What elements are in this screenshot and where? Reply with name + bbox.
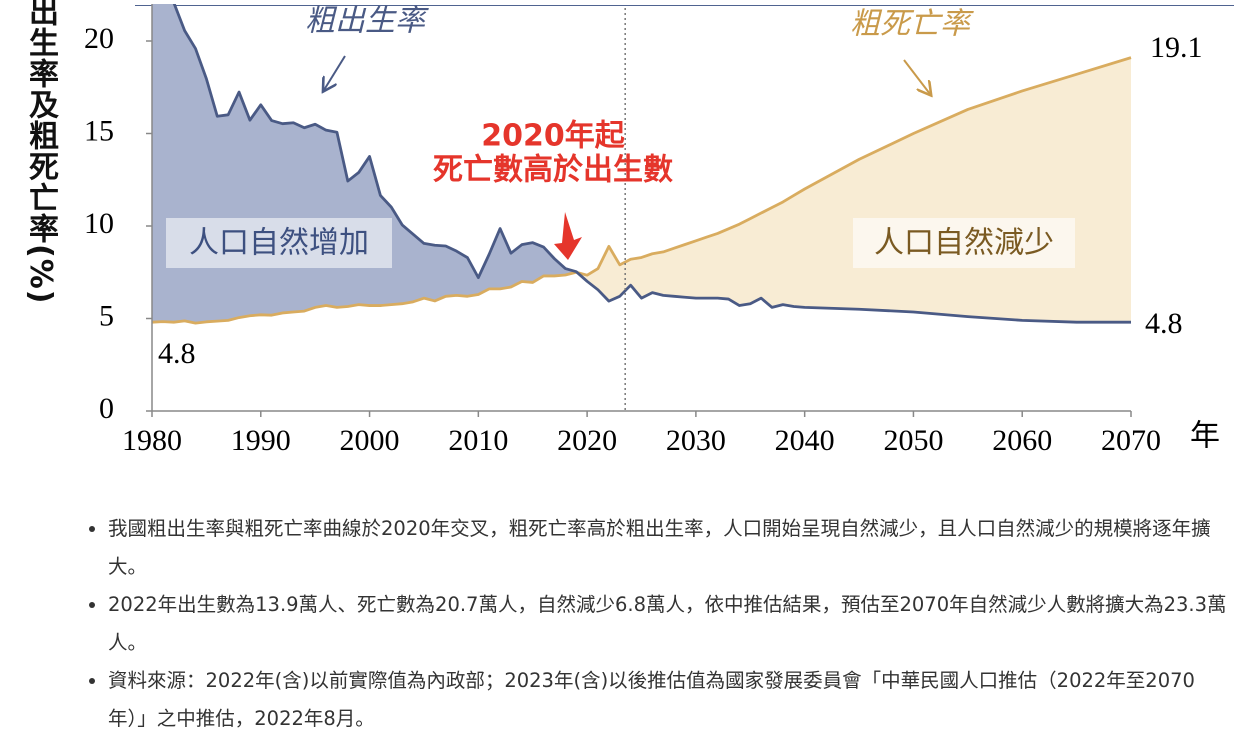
label-box bbox=[166, 218, 392, 268]
cross-arrow bbox=[554, 212, 582, 260]
end-value-label: 19.1 bbox=[1150, 31, 1203, 64]
x-tick-label: 2070 bbox=[1101, 424, 1161, 457]
note: 資料來源：2022年(含)以前實際值為內政部；2023年(含)以後推估值為國家發… bbox=[108, 662, 1233, 738]
decrease-label: 人口自然減少 bbox=[874, 226, 1054, 261]
y-tick-label: 20 bbox=[84, 22, 114, 55]
x-tick-label: 2040 bbox=[775, 424, 835, 457]
x-tick-label: 2030 bbox=[666, 424, 726, 457]
series-line bbox=[152, 56, 1132, 325]
x-tick-label: 2010 bbox=[448, 424, 508, 457]
birth-label: 粗出生率 bbox=[305, 4, 429, 39]
x-axis-label: 年 bbox=[1190, 419, 1220, 454]
start-value-label: 4.8 bbox=[158, 337, 196, 370]
y-tick-label: 5 bbox=[99, 299, 114, 332]
note: 2022年出生數為13.9萬人、死亡數為20.7萬人，自然減少6.8萬人，依中推… bbox=[108, 586, 1233, 662]
increase-label: 人口自然增加 bbox=[189, 226, 369, 261]
cross-note: 2020年起 bbox=[481, 119, 625, 154]
x-tick-label: 1990 bbox=[231, 424, 291, 457]
end-value-label: 4.8 bbox=[1145, 307, 1183, 340]
birth-arrow bbox=[324, 55, 346, 90]
label-box bbox=[853, 218, 1075, 268]
y-tick-label: 15 bbox=[84, 114, 114, 147]
y-tick-label: 10 bbox=[84, 207, 114, 240]
notes: 我國粗出生率與粗死亡率曲線於2020年交叉，粗死亡率高於粗出生率，人口開始呈現自… bbox=[84, 510, 1233, 738]
x-tick-label: 2060 bbox=[992, 424, 1052, 457]
y-axis-label: 出生率及粗死亡率(%) bbox=[23, 0, 58, 305]
x-tick-label: 2000 bbox=[340, 424, 400, 457]
chart: 0 5 10 15 20 1980 1990 2000 2010 2020 2030 2040 2050… bbox=[84, 4, 1234, 457]
x-tick-label: 2020 bbox=[557, 424, 617, 457]
x-tick-label: 1980 bbox=[122, 424, 182, 457]
y-tick-label: 0 bbox=[99, 392, 114, 425]
area-fill bbox=[152, 4, 1131, 324]
series-line bbox=[172, 4, 1131, 324]
note: 我國粗出生率與粗死亡率曲線於2020年交叉，粗死亡率高於粗出生率，人口開始呈現自… bbox=[108, 510, 1233, 586]
x-tick-label: 2050 bbox=[883, 424, 943, 457]
death-label: 粗死亡率 bbox=[850, 7, 974, 42]
cross-note: 死亡數高於出生數 bbox=[433, 153, 673, 188]
death-arrow bbox=[903, 59, 930, 94]
